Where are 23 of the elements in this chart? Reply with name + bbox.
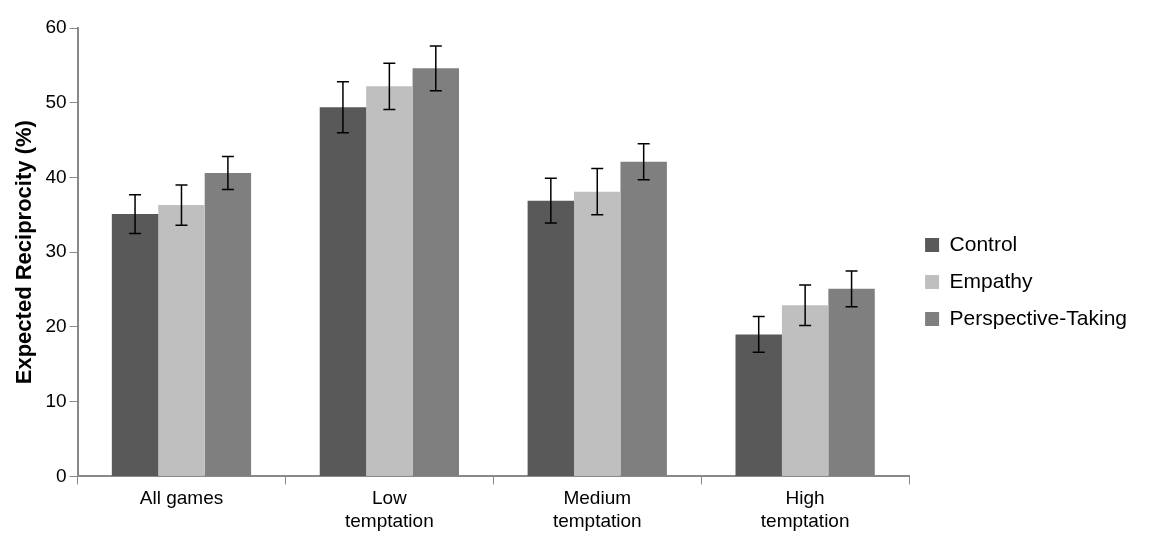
bar [574,191,621,476]
y-tick-label: 10 [45,389,67,411]
legend-label: Empathy [949,268,1033,292]
y-tick-label: 40 [45,165,67,187]
x-tick-label: Low temptation [345,487,434,531]
bar [527,200,575,476]
bar [735,334,782,476]
bar [158,205,205,476]
y-tick-label: 0 [55,464,67,486]
bar [319,107,367,476]
y-tick-label: 60 [45,16,67,38]
legend-label: Control [949,231,1018,255]
bar [111,214,159,476]
bar [781,305,829,476]
y-tick-label: 50 [45,90,67,112]
legend-label: Perspective-Taking [949,305,1128,329]
x-tick-label: High temptation [760,487,850,531]
x-tick-label: Medium temptation [552,487,642,531]
bar [366,86,413,476]
y-tick-label: 30 [45,240,67,262]
x-tick-label: All games [139,487,224,509]
y-tick-label: 20 [45,315,67,337]
y-axis-title: Expected Reciprocity (%) [11,120,37,385]
